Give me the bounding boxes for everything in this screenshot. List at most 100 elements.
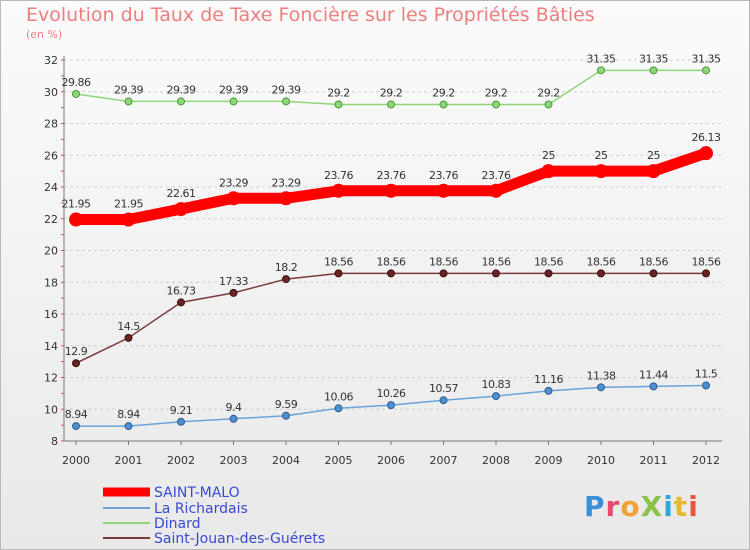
data-label: 10.83 [482,378,511,391]
chart-title: Evolution du Taux de Taxe Foncière sur l… [26,4,595,26]
x-tick-label: 2003 [220,454,248,467]
data-label: 18.56 [482,255,511,268]
logo-letter: o [620,490,641,523]
data-point [124,97,133,106]
y-tick-label: 18 [44,276,58,289]
x-tick-label: 2000 [62,454,90,467]
data-label: 9.21 [170,404,193,417]
data-label: 29.39 [272,83,301,96]
data-label: 11.16 [534,373,563,386]
data-label: 23.76 [429,169,458,182]
data-point [597,269,605,278]
data-label: 25 [542,149,555,162]
data-label: 29.2 [380,86,403,99]
y-tick-label: 20 [44,245,58,258]
data-label: 21.95 [62,198,91,211]
y-tick-label: 12 [44,372,58,385]
data-label: 29.39 [219,83,248,96]
x-tick-label: 2009 [535,454,563,467]
data-point [124,422,133,431]
data-point [649,269,658,278]
data-point [489,183,503,198]
data-label: 11.5 [695,367,718,380]
data-point [649,66,658,75]
data-point [334,404,343,413]
data-label: 29.39 [167,83,196,96]
data-point [174,202,188,217]
data-label: 29.86 [62,76,91,89]
data-point [544,100,553,109]
data-point [702,269,710,278]
data-label: 17.33 [219,275,248,288]
x-tick-label: 2012 [692,454,720,467]
data-point [124,333,133,342]
data-label: 10.57 [429,382,458,395]
data-label: 29.2 [537,86,560,99]
data-label: 23.76 [482,169,511,182]
data-label: 31.35 [639,52,668,65]
data-point [72,89,80,98]
data-label: 18.56 [429,255,458,268]
data-point [387,100,395,109]
x-tick-label: 2001 [115,454,143,467]
data-point [229,97,238,106]
x-tick-label: 2005 [325,454,353,467]
data-point [121,212,136,227]
data-label: 9.4 [226,401,242,414]
logo-letter: P [584,490,606,523]
data-label: 18.2 [275,261,298,274]
data-point [177,97,185,106]
data-label: 18.56 [639,255,668,268]
data-point [649,382,658,391]
y-tick-label: 22 [44,213,58,226]
data-label: 9.59 [275,398,298,411]
logo-letter: i [688,490,699,523]
x-tick-label: 2011 [640,454,668,467]
y-unit-label: (en %) [26,28,63,41]
data-label: 10.26 [377,387,406,400]
data-point [72,422,80,431]
y-tick-label: 14 [44,340,58,353]
data-label: 14.5 [117,320,140,333]
data-point [702,66,710,75]
y-tick-label: 16 [44,308,58,321]
data-point [387,269,395,278]
data-label: 18.56 [534,255,563,268]
x-tick-label: 2006 [377,454,405,467]
data-point [282,97,290,106]
data-point [177,298,185,307]
data-point [492,392,500,401]
data-point [69,212,83,227]
data-point [439,100,448,109]
y-tick-label: 30 [44,86,58,99]
data-point [702,381,710,390]
data-point [436,183,451,198]
legend-label: Dinard [154,516,201,532]
data-label: 31.35 [692,52,721,65]
legend-label: Saint-Jouan-des-Guérets [154,531,325,547]
legend-label: La Richardais [154,501,248,517]
data-label: 23.29 [219,176,248,189]
data-point [646,164,661,179]
data-label: 29.2 [327,86,350,99]
logo-letter: i [663,490,674,523]
data-label: 25 [595,149,608,162]
data-label: 21.95 [114,198,143,211]
x-tick-label: 2004 [272,454,300,467]
data-point [544,269,553,278]
data-point [492,100,500,109]
logo-letter: X [640,490,664,523]
data-label: 23.29 [272,176,301,189]
data-label: 8.94 [117,408,140,421]
data-point [331,183,346,198]
data-point [439,269,448,278]
data-point [229,288,238,297]
data-point [226,191,241,206]
y-tick-label: 24 [44,181,58,194]
data-label: 26.13 [692,131,721,144]
x-tick-label: 2007 [430,454,458,467]
data-point [334,269,343,278]
x-tick-label: 2002 [167,454,195,467]
data-point [492,269,500,278]
